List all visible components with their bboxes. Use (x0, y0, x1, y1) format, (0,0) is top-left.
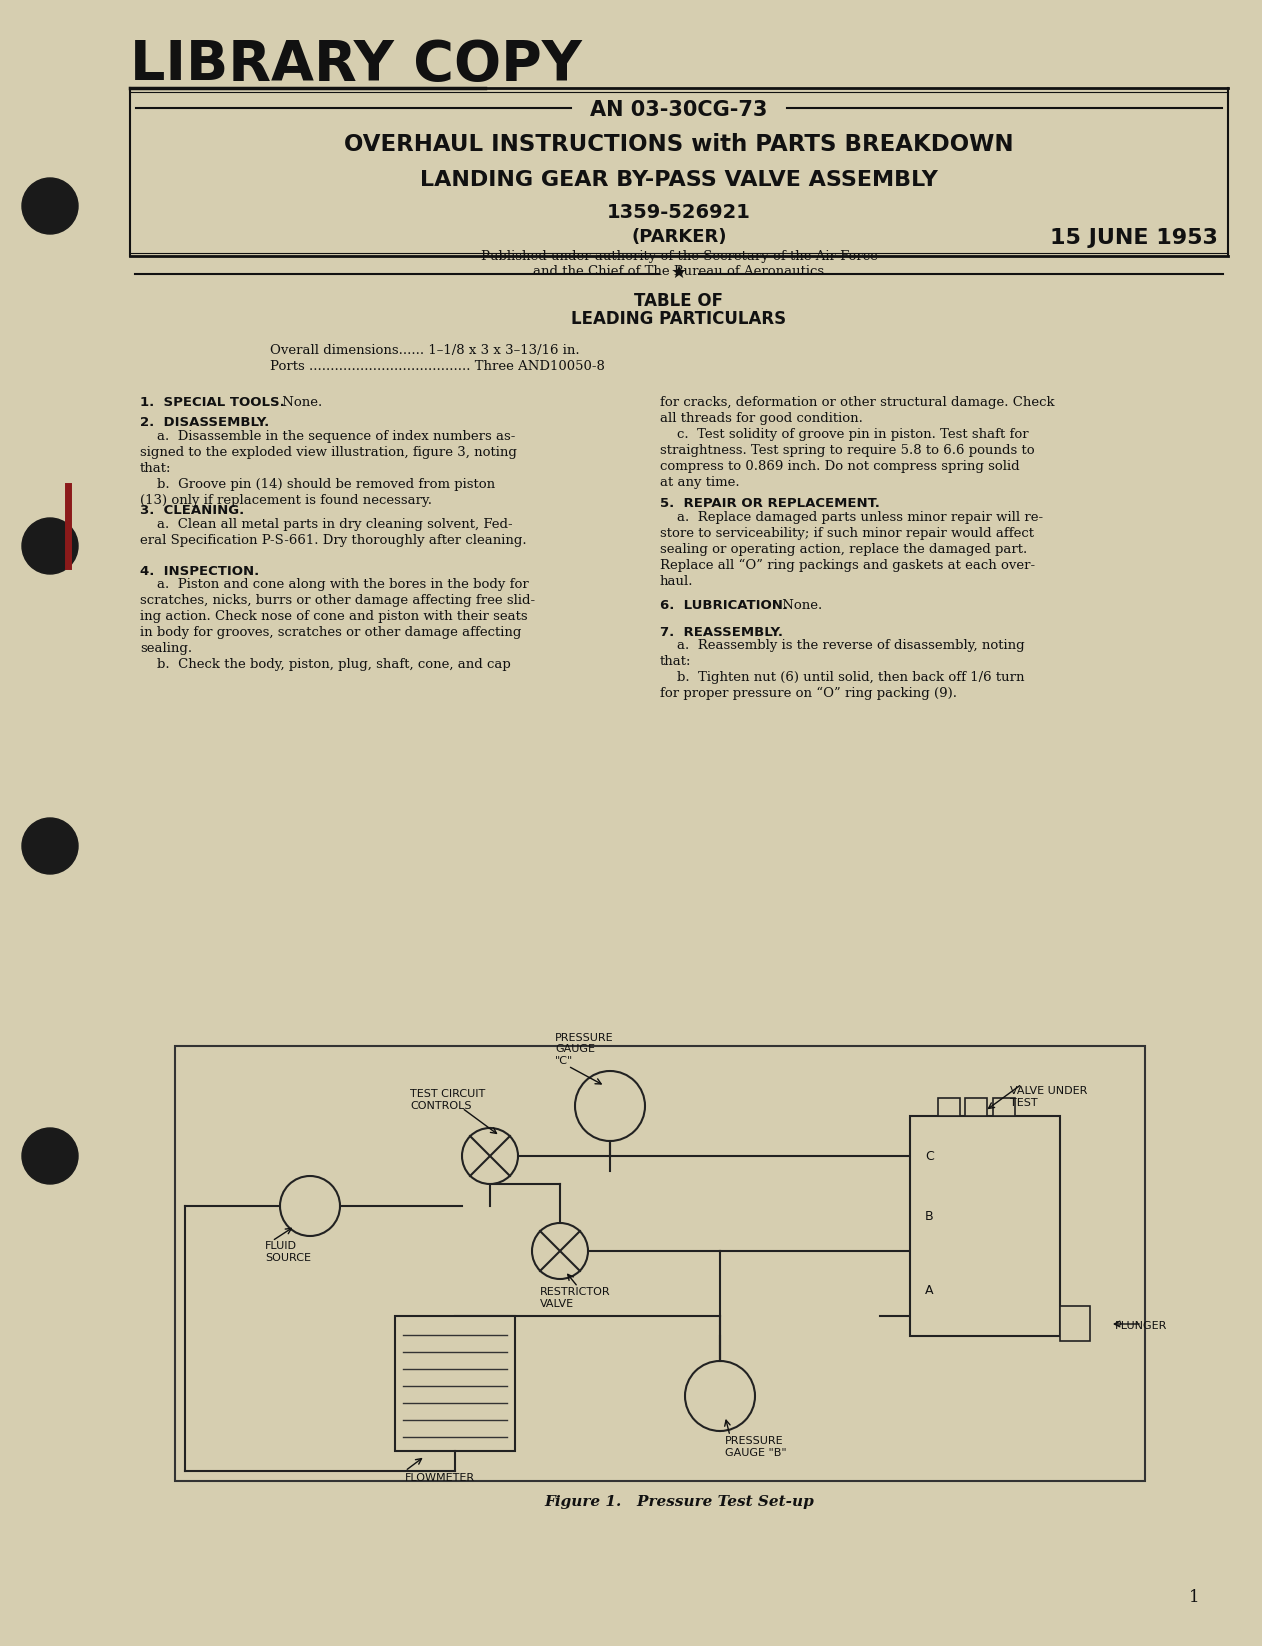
Text: None.: None. (278, 397, 322, 408)
Text: LANDING GEAR BY-PASS VALVE ASSEMBLY: LANDING GEAR BY-PASS VALVE ASSEMBLY (420, 170, 938, 189)
Text: 1: 1 (1189, 1588, 1200, 1606)
Text: None.: None. (777, 599, 823, 612)
Text: 3.  CLEANING.: 3. CLEANING. (140, 504, 245, 517)
Text: a.  Reassembly is the reverse of disassembly, noting
that:
    b.  Tighten nut (: a. Reassembly is the reverse of disassem… (660, 639, 1025, 700)
Bar (993, 1098, 1015, 1116)
Text: 15 JUNE 1953: 15 JUNE 1953 (1050, 229, 1218, 249)
Text: Ports ...................................... Three AND10050-8: Ports ..................................… (270, 360, 604, 374)
Text: C: C (925, 1149, 934, 1162)
Text: Figure 1.   Pressure Test Set-up: Figure 1. Pressure Test Set-up (544, 1495, 814, 1509)
Text: (PARKER): (PARKER) (631, 229, 727, 245)
Text: AN 03-30CG-73: AN 03-30CG-73 (591, 100, 767, 120)
Text: TABLE OF: TABLE OF (635, 291, 723, 309)
Text: FLUID
SOURCE: FLUID SOURCE (265, 1241, 310, 1262)
Bar (938, 1098, 960, 1116)
Text: LIBRARY COPY: LIBRARY COPY (130, 38, 582, 92)
Text: RESTRICTOR
VALVE: RESTRICTOR VALVE (540, 1287, 611, 1309)
Text: 4.  INSPECTION.: 4. INSPECTION. (140, 565, 259, 578)
Circle shape (21, 1128, 78, 1183)
Bar (965, 1098, 987, 1116)
Text: 2.  DISASSEMBLY.: 2. DISASSEMBLY. (140, 416, 269, 430)
Text: PRESSURE
GAUGE
"C": PRESSURE GAUGE "C" (555, 1032, 613, 1067)
Text: VALVE UNDER
TEST: VALVE UNDER TEST (1010, 1086, 1088, 1108)
Circle shape (21, 818, 78, 874)
Circle shape (462, 1128, 517, 1183)
Text: TEST CIRCUIT
CONTROLS: TEST CIRCUIT CONTROLS (410, 1090, 486, 1111)
Circle shape (21, 518, 78, 574)
Bar (175, 1045, 1145, 1481)
Text: and the Chief of The Bureau of Aeronautics: and the Chief of The Bureau of Aeronauti… (534, 265, 824, 278)
Text: for cracks, deformation or other structural damage. Check
all threads for good c: for cracks, deformation or other structu… (660, 397, 1055, 489)
Text: a.  Piston and cone along with the bores in the body for
scratches, nicks, burrs: a. Piston and cone along with the bores … (140, 578, 535, 672)
Text: a.  Clean all metal parts in dry cleaning solvent, Fed-
eral Specification P-S-6: a. Clean all metal parts in dry cleaning… (140, 517, 526, 546)
Text: FLOWMETER: FLOWMETER (405, 1473, 475, 1483)
Text: a.  Disassemble in the sequence of index numbers as-
signed to the exploded view: a. Disassemble in the sequence of index … (140, 430, 517, 507)
Circle shape (280, 1175, 339, 1236)
Bar (1060, 1305, 1090, 1341)
Text: 5.  REPAIR OR REPLACEMENT.: 5. REPAIR OR REPLACEMENT. (660, 497, 880, 510)
Text: LEADING PARTICULARS: LEADING PARTICULARS (572, 309, 786, 328)
Text: a.  Replace damaged parts unless minor repair will re-
store to serviceability; : a. Replace damaged parts unless minor re… (660, 510, 1044, 588)
Text: 7.  REASSEMBLY.: 7. REASSEMBLY. (660, 625, 782, 639)
Text: A: A (925, 1284, 934, 1297)
Text: 1359-526921: 1359-526921 (607, 202, 751, 222)
Text: B: B (925, 1210, 934, 1223)
Text: Published under authority of the Secretary of the Air Force: Published under authority of the Secreta… (481, 250, 877, 263)
Text: 1.  SPECIAL TOOLS.: 1. SPECIAL TOOLS. (140, 397, 285, 408)
Text: OVERHAUL INSTRUCTIONS with PARTS BREAKDOWN: OVERHAUL INSTRUCTIONS with PARTS BREAKDO… (345, 133, 1013, 156)
Circle shape (685, 1361, 755, 1430)
Bar (910, 1116, 1060, 1337)
Text: ★: ★ (671, 263, 687, 281)
Circle shape (533, 1223, 588, 1279)
Text: PLUNGER: PLUNGER (1116, 1322, 1167, 1332)
Text: Overall dimensions...... 1–1/8 x 3 x 3–13/16 in.: Overall dimensions...... 1–1/8 x 3 x 3–1… (270, 344, 579, 357)
Circle shape (575, 1072, 645, 1141)
Text: 6.  LUBRICATION.: 6. LUBRICATION. (660, 599, 787, 612)
Bar (395, 1317, 515, 1452)
Circle shape (21, 178, 78, 234)
Text: PRESSURE
GAUGE "B": PRESSURE GAUGE "B" (724, 1435, 786, 1458)
